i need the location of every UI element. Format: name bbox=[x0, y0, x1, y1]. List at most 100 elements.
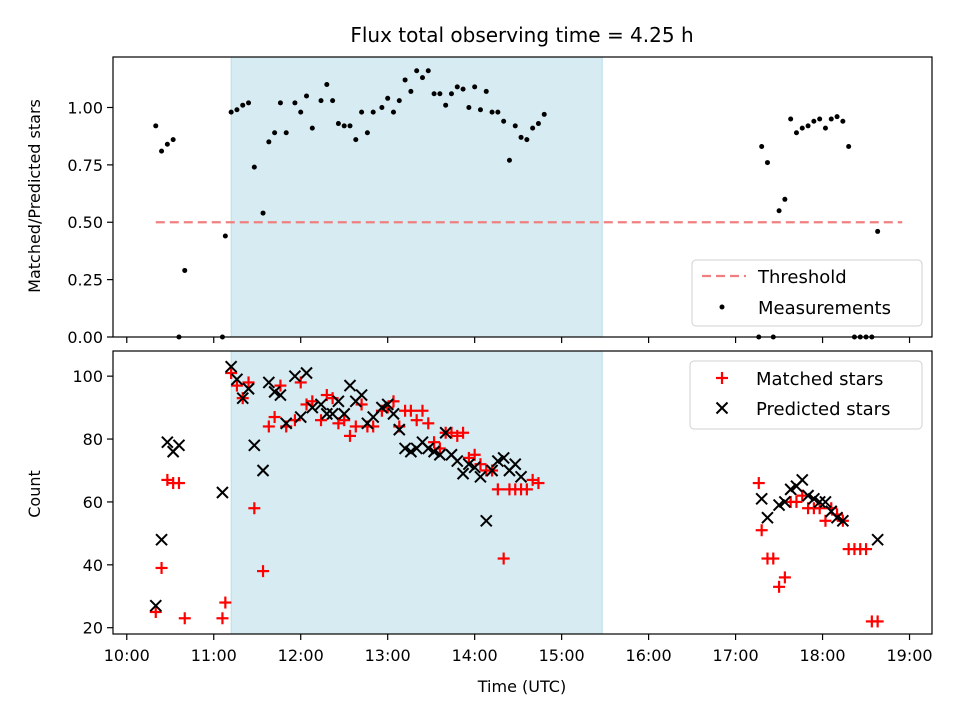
predicted-point bbox=[819, 495, 832, 509]
predicted-point bbox=[801, 489, 815, 502]
legend-threshold-label: Threshold bbox=[757, 267, 847, 288]
x-axis-label: Time (UTC) bbox=[477, 677, 566, 696]
bottom-panel: 20 40 60 80 100 10:00 11:00 12:00 13:00 14:00 15:… bbox=[25, 350, 933, 696]
matched-point bbox=[172, 477, 185, 490]
measurement-point bbox=[822, 125, 828, 131]
matched-point bbox=[755, 524, 768, 537]
measurement-point bbox=[448, 91, 454, 97]
measurement-point bbox=[782, 196, 788, 202]
matched-point bbox=[338, 414, 351, 427]
predicted-point bbox=[456, 467, 470, 480]
measurement-point bbox=[153, 123, 159, 129]
measurement-point bbox=[222, 233, 228, 239]
matched-point bbox=[219, 596, 232, 609]
measurement-point bbox=[330, 98, 336, 104]
predicted-point bbox=[236, 391, 249, 405]
matched-point bbox=[262, 420, 275, 433]
matched-point bbox=[344, 429, 357, 442]
observing-span-top bbox=[230, 56, 603, 338]
predicted-point bbox=[274, 388, 287, 402]
measurement-point bbox=[530, 125, 536, 131]
predicted-point bbox=[871, 533, 884, 546]
predicted-point bbox=[280, 417, 293, 430]
matched-point bbox=[315, 414, 328, 427]
predicted-point bbox=[375, 401, 389, 414]
matched-point bbox=[410, 414, 423, 427]
measurement-point bbox=[466, 104, 472, 110]
measurement-point bbox=[776, 208, 782, 214]
measurement-point bbox=[292, 100, 298, 106]
predicted-point bbox=[149, 599, 162, 612]
predicted-point bbox=[326, 407, 339, 421]
legend-matched-swatch bbox=[716, 372, 728, 384]
x-tick-label: 11:00 bbox=[191, 646, 237, 665]
measurement-point bbox=[298, 109, 304, 115]
measurement-point bbox=[324, 82, 330, 88]
predicted-point bbox=[387, 407, 400, 421]
matched-point bbox=[155, 561, 168, 574]
measurement-point bbox=[846, 144, 852, 150]
predicted-point bbox=[248, 439, 261, 452]
y-tick-label: 20 bbox=[83, 619, 103, 638]
matched-point bbox=[216, 612, 229, 625]
matched-point bbox=[860, 543, 873, 556]
measurement-point bbox=[535, 121, 541, 127]
x-tick-label: 10:00 bbox=[104, 646, 150, 665]
predicted-point bbox=[439, 426, 452, 439]
predicted-point bbox=[796, 473, 809, 487]
predicted-point bbox=[262, 376, 276, 389]
measurement-point bbox=[408, 88, 414, 94]
y-tick-label: 100 bbox=[72, 367, 103, 386]
top-axes-frame bbox=[112, 56, 933, 338]
measurement-point bbox=[170, 137, 176, 143]
measurement-point bbox=[817, 116, 823, 122]
measurement-point bbox=[501, 118, 507, 124]
predicted-point bbox=[320, 407, 334, 421]
x-tick-label: 15:00 bbox=[539, 646, 585, 665]
matched-point bbox=[520, 483, 533, 496]
measurement-point bbox=[541, 111, 547, 117]
measurement-point bbox=[228, 109, 234, 115]
matched-point bbox=[428, 436, 441, 449]
measurement-point bbox=[414, 68, 420, 74]
predicted-point bbox=[230, 373, 244, 386]
measurement-point bbox=[875, 228, 881, 234]
matched-point bbox=[178, 612, 191, 625]
predicted-point bbox=[256, 464, 270, 477]
matched-point bbox=[225, 367, 238, 380]
matched-point bbox=[242, 376, 255, 389]
matched-point bbox=[257, 565, 270, 578]
matched-point bbox=[416, 404, 429, 417]
measurement-point bbox=[164, 141, 170, 147]
matched-point bbox=[813, 502, 826, 515]
predicted-point bbox=[474, 470, 487, 483]
top-y-axis-label: Matched/Predicted stars bbox=[25, 99, 44, 293]
predicted-point bbox=[381, 398, 394, 411]
measurement-point bbox=[385, 95, 391, 101]
measurement-point bbox=[272, 130, 278, 136]
matched-point bbox=[767, 552, 780, 565]
predicted-point bbox=[404, 445, 418, 458]
y-tick-label: 0.00 bbox=[67, 328, 103, 347]
measurement-point bbox=[805, 123, 811, 129]
measurement-point bbox=[419, 75, 425, 81]
x-tick-label: 16:00 bbox=[626, 646, 672, 665]
predicted-point bbox=[294, 410, 307, 424]
measurement-point bbox=[454, 84, 460, 90]
predicted-point bbox=[306, 401, 319, 414]
observing-span-bottom bbox=[230, 350, 603, 635]
measurement-point bbox=[318, 98, 324, 104]
predicted-point bbox=[830, 511, 844, 524]
y-tick-label: 40 bbox=[83, 556, 103, 575]
predicted-point bbox=[224, 360, 238, 373]
matched-point bbox=[752, 477, 765, 490]
measurement-point bbox=[443, 102, 449, 108]
bottom-y-axis-label: Count bbox=[25, 470, 44, 518]
predicted-point bbox=[398, 442, 412, 455]
measurement-point bbox=[477, 107, 483, 113]
x-tick-label: 14:00 bbox=[452, 646, 498, 665]
predicted-point bbox=[216, 486, 229, 499]
legend-predicted-swatch bbox=[715, 401, 729, 415]
predicted-point bbox=[514, 470, 528, 483]
measurement-point bbox=[370, 109, 376, 115]
